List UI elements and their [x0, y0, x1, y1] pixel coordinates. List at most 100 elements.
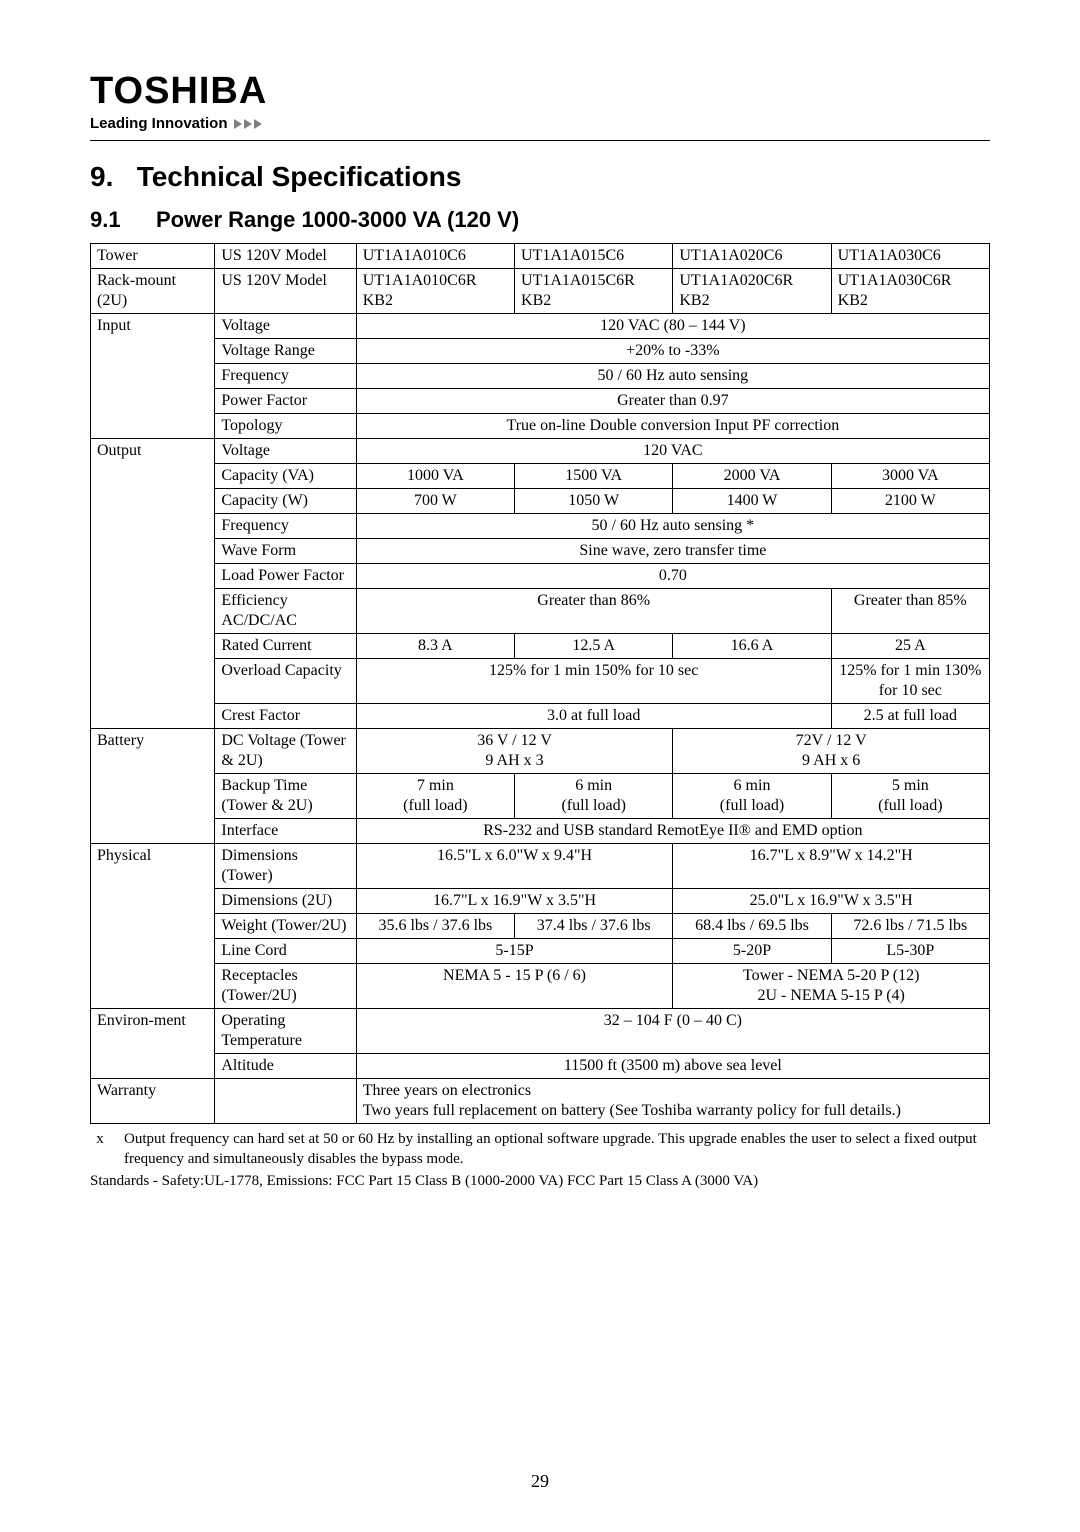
page-number: 29 [0, 1471, 1080, 1492]
group-input: Input [91, 314, 215, 439]
val-crest-4: 2.5 at full load [831, 704, 989, 729]
val-dim-tower-34: 16.7"L x 8.9"W x 14.2"H [673, 844, 990, 889]
cap-w-c3: 1400 W [673, 489, 831, 514]
cap-va-c3: 2000 VA [673, 464, 831, 489]
val-crest-123: 3.0 at full load [356, 704, 831, 729]
w-c1: 35.6 lbs / 37.6 lbs [356, 914, 514, 939]
label-efficiency: Efficiency AC/DC/AC [215, 589, 356, 634]
label-rated-current: Rated Current [215, 634, 356, 659]
rc-c2: 12.5 A [515, 634, 673, 659]
val-optemp: 32 – 104 F (0 – 40 C) [356, 1009, 989, 1054]
val-warranty: Three years on electronics Two years ful… [356, 1079, 989, 1124]
val-dim-tower-12: 16.5"L x 6.0"W x 9.4"H [356, 844, 673, 889]
group-warranty: Warranty [91, 1079, 215, 1124]
label-out-freq: Frequency [215, 514, 356, 539]
label-warranty-empty [215, 1079, 356, 1124]
model-c3: UT1A1A020C6 [673, 244, 831, 269]
val-overload-4: 125% for 1 min 130% for 10 sec [831, 659, 989, 704]
cap-va-c1: 1000 VA [356, 464, 514, 489]
val-out-freq: 50 / 60 Hz auto sensing * [356, 514, 989, 539]
footnote-mark: x [90, 1130, 110, 1169]
val-input-freq: 50 / 60 Hz auto sensing [356, 364, 989, 389]
val-interface: RS-232 and USB standard RemotEye II® and… [356, 819, 989, 844]
w-c3: 68.4 lbs / 69.5 lbs [673, 914, 831, 939]
group-environment: Environ-ment [91, 1009, 215, 1079]
model-c2r: UT1A1A015C6R KB2 [515, 269, 673, 314]
val-overload-123: 125% for 1 min 150% for 10 sec [356, 659, 831, 704]
lc-12: 5-15P [356, 939, 673, 964]
label-crest: Crest Factor [215, 704, 356, 729]
bu-c2: 6 min (full load) [515, 774, 673, 819]
bu-c3: 6 min (full load) [673, 774, 831, 819]
section-title-text: Technical Specifications [137, 161, 462, 192]
model-c4: UT1A1A030C6 [831, 244, 989, 269]
footnote-text: Output frequency can hard set at 50 or 6… [124, 1130, 990, 1169]
val-dim-2u-12: 16.7"L x 16.9"W x 3.5"H [356, 889, 673, 914]
footnote: x Output frequency can hard set at 50 or… [90, 1130, 990, 1169]
rc-c4: 25 A [831, 634, 989, 659]
bu-c4: 5 min (full load) [831, 774, 989, 819]
model-c4r: UT1A1A030C6R KB2 [831, 269, 989, 314]
subsection-title: 9.1 Power Range 1000-3000 VA (120 V) [90, 207, 990, 233]
label-capacity-va: Capacity (VA) [215, 464, 356, 489]
bu-c1: 7 min (full load) [356, 774, 514, 819]
chevrons-icon [234, 119, 262, 129]
section-title: 9. Technical Specifications [90, 161, 990, 193]
label-optemp: Operating Temperature [215, 1009, 356, 1054]
val-out-voltage: 120 VAC [356, 439, 989, 464]
lc-c3: 5-20P [673, 939, 831, 964]
val-waveform: Sine wave, zero transfer time [356, 539, 989, 564]
val-input-voltage: 120 VAC (80 – 144 V) [356, 314, 989, 339]
group-battery: Battery [91, 729, 215, 844]
label-linecord: Line Cord [215, 939, 356, 964]
model-c1: UT1A1A010C6 [356, 244, 514, 269]
group-tower: Tower [91, 244, 215, 269]
standards-line: Standards - Safety:UL-1778, Emissions: F… [90, 1173, 990, 1190]
label-us120-tower: US 120V Model [215, 244, 356, 269]
recept-34: Tower - NEMA 5-20 P (12) 2U - NEMA 5-15 … [673, 964, 990, 1009]
label-voltage: Voltage [215, 314, 356, 339]
val-dc-34: 72V / 12 V 9 AH x 6 [673, 729, 990, 774]
rc-c1: 8.3 A [356, 634, 514, 659]
header-divider [90, 140, 990, 141]
val-input-pf: Greater than 0.97 [356, 389, 989, 414]
label-vrange: Voltage Range [215, 339, 356, 364]
group-physical: Physical [91, 844, 215, 1009]
label-freq: Frequency [215, 364, 356, 389]
val-altitude: 11500 ft (3500 m) above sea level [356, 1054, 989, 1079]
model-c2: UT1A1A015C6 [515, 244, 673, 269]
tagline: Leading Innovation [90, 115, 228, 132]
label-pf: Power Factor [215, 389, 356, 414]
recept-12: NEMA 5 - 15 P (6 / 6) [356, 964, 673, 1009]
rc-c3: 16.6 A [673, 634, 831, 659]
val-loadpf: 0.70 [356, 564, 989, 589]
label-interface: Interface [215, 819, 356, 844]
brand-logo: TOSHIBA [90, 70, 990, 113]
val-input-topology: True on-line Double conversion Input PF … [356, 414, 989, 439]
cap-va-c2: 1500 VA [515, 464, 673, 489]
group-output: Output [91, 439, 215, 729]
label-capacity-w: Capacity (W) [215, 489, 356, 514]
label-altitude: Altitude [215, 1054, 356, 1079]
group-rackmount: Rack-mount (2U) [91, 269, 215, 314]
label-dim-tower: Dimensions (Tower) [215, 844, 356, 889]
w-c4: 72.6 lbs / 71.5 lbs [831, 914, 989, 939]
lc-c4: L5-30P [831, 939, 989, 964]
spec-table: Tower US 120V Model UT1A1A010C6 UT1A1A01… [90, 243, 990, 1124]
tagline-row: Leading Innovation [90, 115, 990, 132]
model-c1r: UT1A1A010C6R KB2 [356, 269, 514, 314]
label-loadpf: Load Power Factor [215, 564, 356, 589]
val-eff-4: Greater than 85% [831, 589, 989, 634]
cap-w-c4: 2100 W [831, 489, 989, 514]
cap-va-c4: 3000 VA [831, 464, 989, 489]
label-weight: Weight (Tower/2U) [215, 914, 356, 939]
val-dim-2u-34: 25.0"L x 16.9"W x 3.5"H [673, 889, 990, 914]
label-waveform: Wave Form [215, 539, 356, 564]
label-dcvoltage: DC Voltage (Tower & 2U) [215, 729, 356, 774]
label-topology: Topology [215, 414, 356, 439]
label-dim-2u: Dimensions (2U) [215, 889, 356, 914]
val-eff-123: Greater than 86% [356, 589, 831, 634]
label-receptacles: Receptacles (Tower/2U) [215, 964, 356, 1009]
label-out-voltage: Voltage [215, 439, 356, 464]
cap-w-c1: 700 W [356, 489, 514, 514]
